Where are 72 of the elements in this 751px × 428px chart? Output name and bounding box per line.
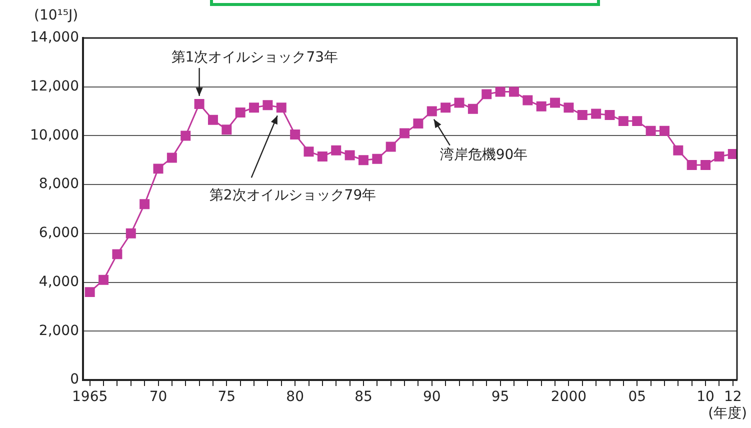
point [700,160,711,170]
y-tick-label: 10,000 [30,127,79,144]
x-tick-label: 90 [422,389,441,406]
point [413,118,424,128]
point [728,149,737,160]
x-tick-label: 1965 [72,389,108,406]
point [276,102,286,113]
point [522,95,533,106]
point [331,145,342,156]
y-axis-title: (10¹⁵J) [34,8,78,24]
point [180,130,191,141]
point [194,98,204,109]
point [304,146,314,157]
point [440,102,451,113]
point [564,102,574,113]
point [262,100,273,110]
point [222,124,232,135]
point [632,116,642,126]
point [550,98,560,108]
point [290,130,300,140]
point [249,102,260,113]
point [468,104,478,114]
x-tick-label: 12 [724,389,742,406]
point [426,106,437,116]
x-tick-label: 85 [354,389,372,406]
point [591,108,602,119]
x-tick-label: 80 [286,389,304,406]
x-tick-label: 05 [628,389,646,406]
point [358,155,368,166]
point [317,151,328,162]
point [140,199,150,210]
point [112,249,122,260]
y-tick-label: 14,000 [30,30,79,46]
y-tick-label: 12,000 [30,78,79,94]
x-tick-label: 10 [696,389,714,406]
annotation: 湾岸危機90年 [440,146,528,163]
point [673,145,684,156]
point [659,126,670,136]
x-tick-label: 2000 [550,389,587,406]
point [536,101,546,112]
point [508,86,519,97]
x-tick-label: 70 [149,389,168,406]
y-tick-label: 8,000 [38,176,79,192]
x-tick-label: 75 [218,389,236,406]
point [646,126,656,136]
point [714,151,724,162]
point [618,116,628,126]
point [604,110,615,120]
y-tick-label: 0 [70,372,79,388]
point [153,164,164,174]
y-tick-label: 6,000 [38,225,79,242]
point [400,128,410,138]
annotation: 第1次オイルショック73年 [171,50,338,66]
x-axis-title: (年度) [708,406,747,422]
point [372,154,382,164]
point [386,142,396,152]
point [344,150,355,160]
point [686,160,697,170]
point [98,274,109,285]
point [495,86,506,97]
point [208,114,218,125]
point [482,89,492,100]
point [454,98,464,108]
point [166,152,177,163]
y-tick-label: 2,000 [38,322,79,339]
point [84,287,95,298]
annotation: 第2次オイルショック79年 [209,187,376,204]
x-tick-label: 95 [491,389,510,406]
point [235,108,246,118]
point [126,228,136,238]
y-tick-label: 4,000 [38,274,79,290]
point [577,110,588,120]
